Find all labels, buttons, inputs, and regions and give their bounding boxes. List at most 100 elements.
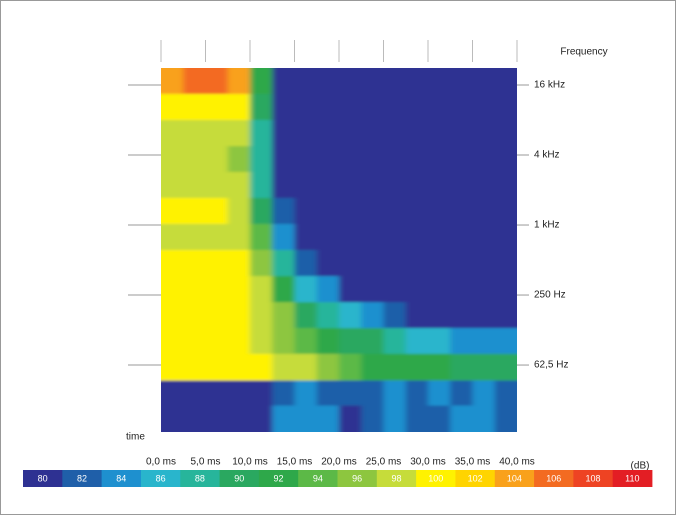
colorbar-label: 92 bbox=[274, 473, 284, 483]
colorbar-label: 108 bbox=[586, 473, 601, 483]
heat-cell bbox=[361, 120, 384, 147]
heat-cell bbox=[384, 172, 407, 199]
heat-cell bbox=[384, 354, 407, 381]
heat-cell bbox=[495, 276, 524, 303]
heat-cell bbox=[450, 62, 473, 95]
heat-cell bbox=[450, 276, 473, 303]
heat-cell bbox=[428, 406, 451, 439]
heat-cell bbox=[450, 250, 473, 277]
x-tick-label: 40,0 ms bbox=[499, 457, 535, 468]
heat-cell bbox=[206, 381, 229, 407]
heat-cell bbox=[183, 328, 206, 354]
heat-cell bbox=[228, 302, 251, 328]
heat-cell bbox=[473, 381, 496, 407]
heat-cell bbox=[155, 94, 184, 121]
heat-cell bbox=[384, 62, 407, 95]
heat-cell bbox=[317, 381, 340, 407]
heat-cell bbox=[339, 224, 362, 251]
heat-cell bbox=[361, 381, 384, 407]
heat-cell bbox=[250, 406, 273, 439]
heat-cell bbox=[384, 94, 407, 121]
heat-cell bbox=[228, 224, 251, 251]
heat-cell bbox=[450, 328, 473, 354]
heat-cell bbox=[206, 198, 229, 225]
heat-cell bbox=[250, 250, 273, 277]
heat-cell bbox=[495, 94, 524, 121]
heat-cell bbox=[228, 354, 251, 381]
heat-cell bbox=[361, 328, 384, 354]
heat-cell bbox=[473, 354, 496, 381]
heat-cell bbox=[272, 328, 295, 354]
heat-cell bbox=[495, 120, 524, 147]
heat-cell bbox=[272, 276, 295, 303]
heat-cell bbox=[228, 172, 251, 199]
heat-cell bbox=[155, 224, 184, 251]
heat-cell bbox=[206, 146, 229, 172]
colorbar-label: 110 bbox=[625, 473, 639, 483]
heat-cell bbox=[183, 302, 206, 328]
heat-cell bbox=[473, 120, 496, 147]
heat-cell bbox=[339, 250, 362, 277]
heat-cell bbox=[317, 250, 340, 277]
heat-cell bbox=[428, 146, 451, 172]
heat-cell bbox=[361, 276, 384, 303]
heat-cell bbox=[206, 172, 229, 199]
y-tick-label: 4 kHz bbox=[534, 150, 560, 161]
heat-cell bbox=[473, 146, 496, 172]
colorbar-label: 80 bbox=[38, 473, 48, 483]
heat-cell bbox=[384, 224, 407, 251]
heat-cell bbox=[250, 302, 273, 328]
colorbar-label: 86 bbox=[156, 473, 166, 483]
heat-cell bbox=[272, 146, 295, 172]
heat-cell bbox=[272, 120, 295, 147]
colorbar-label: 82 bbox=[77, 473, 87, 483]
heatmap bbox=[155, 62, 524, 439]
heat-cell bbox=[428, 224, 451, 251]
heat-cell bbox=[361, 94, 384, 121]
heat-cell bbox=[228, 146, 251, 172]
heat-cell bbox=[339, 354, 362, 381]
heat-cell bbox=[450, 302, 473, 328]
heat-cell bbox=[495, 381, 524, 407]
heat-cell bbox=[406, 172, 429, 199]
heat-cell bbox=[317, 302, 340, 328]
heat-cell bbox=[384, 250, 407, 277]
heat-cell bbox=[183, 250, 206, 277]
heat-cell bbox=[473, 276, 496, 303]
x-tick-label: 0,0 ms bbox=[146, 457, 176, 468]
heat-cell bbox=[450, 354, 473, 381]
x-tick-label: 30,0 ms bbox=[410, 457, 446, 468]
heat-cell bbox=[155, 120, 184, 147]
heat-cell bbox=[295, 276, 318, 303]
heat-cell bbox=[339, 120, 362, 147]
heat-cell bbox=[428, 198, 451, 225]
heat-cell bbox=[206, 302, 229, 328]
heat-cell bbox=[272, 62, 295, 95]
heat-cell bbox=[406, 224, 429, 251]
heat-cell bbox=[183, 94, 206, 121]
heat-cell bbox=[295, 302, 318, 328]
colorbar-label: 102 bbox=[468, 473, 483, 483]
y-axis-label: Frequency bbox=[560, 47, 607, 58]
heat-cell bbox=[384, 328, 407, 354]
heat-cell bbox=[228, 198, 251, 225]
heat-cell bbox=[295, 62, 318, 95]
heat-cell bbox=[339, 146, 362, 172]
heat-cell bbox=[155, 62, 184, 95]
heat-cell bbox=[317, 224, 340, 251]
heat-cells bbox=[155, 62, 524, 439]
heat-cell bbox=[406, 276, 429, 303]
heat-cell bbox=[183, 172, 206, 199]
heat-cell bbox=[361, 62, 384, 95]
colorbar-label: 106 bbox=[546, 473, 561, 483]
heat-cell bbox=[272, 224, 295, 251]
heat-cell bbox=[183, 381, 206, 407]
heat-cell bbox=[155, 328, 184, 354]
heat-cell bbox=[183, 62, 206, 95]
heat-cell bbox=[317, 120, 340, 147]
heat-cell bbox=[473, 62, 496, 95]
heat-cell bbox=[406, 198, 429, 225]
heat-cell bbox=[250, 62, 273, 95]
heat-cell bbox=[473, 172, 496, 199]
heat-cell bbox=[384, 120, 407, 147]
